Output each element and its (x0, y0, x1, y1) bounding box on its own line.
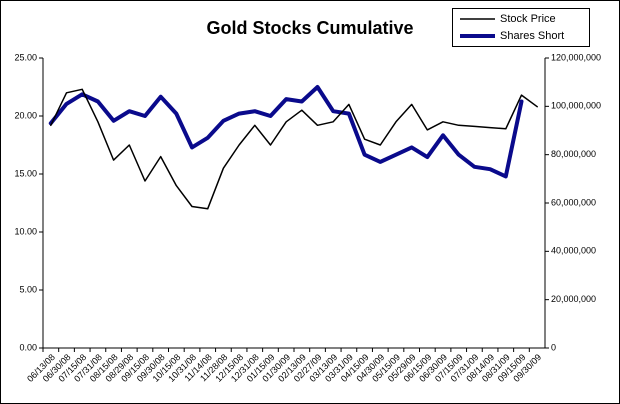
y2-tick-label: 120,000,000 (551, 52, 601, 62)
y-tick-label: 15.00 (14, 168, 37, 178)
y-tick-label: 5.00 (19, 284, 37, 294)
y2-tick-label: 60,000,000 (551, 197, 596, 207)
legend-label: Stock Price (500, 13, 556, 25)
y2-tick-label: 0 (551, 342, 556, 352)
y2-tick-label: 80,000,000 (551, 149, 596, 159)
y-tick-label: 10.00 (14, 226, 37, 236)
series-line (50, 88, 538, 210)
y-tick-label: 25.00 (14, 52, 37, 62)
chart-title: Gold Stocks Cumulative (206, 18, 413, 38)
y2-tick-label: 100,000,000 (551, 101, 601, 111)
y-tick-label: 0.00 (19, 342, 37, 352)
series-line (48, 85, 524, 179)
y2-tick-label: 20,000,000 (551, 294, 596, 304)
legend-label: Shares Short (500, 30, 564, 42)
y-tick-label: 20.00 (14, 110, 37, 120)
legend-box (452, 8, 590, 47)
y2-tick-label: 40,000,000 (551, 246, 596, 256)
